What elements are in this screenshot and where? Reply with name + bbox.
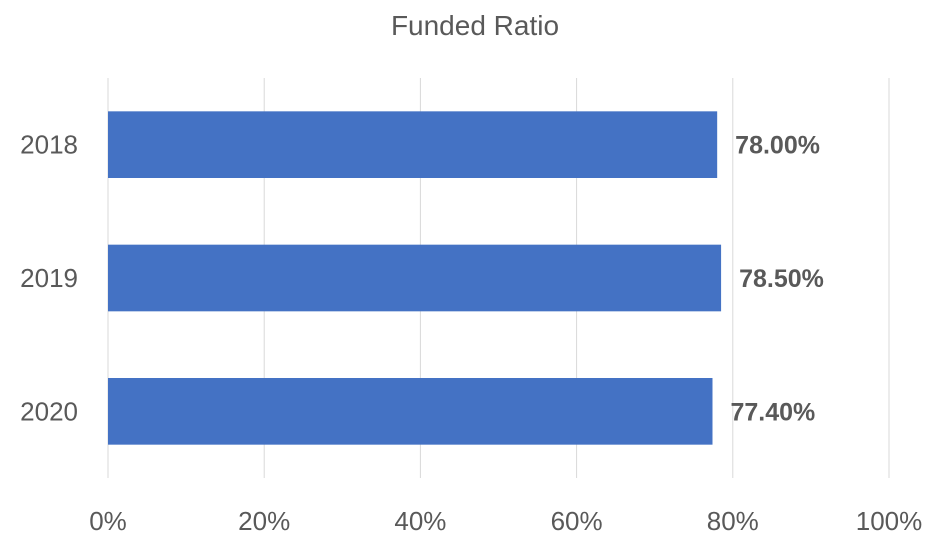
category-label: 2020 — [20, 396, 78, 426]
chart-title: Funded Ratio — [391, 10, 559, 41]
bar-2018 — [108, 111, 718, 178]
category-label: 2019 — [20, 263, 78, 293]
data-label-2019: 78.50% — [739, 265, 824, 293]
data-label-2018: 78.00% — [735, 132, 820, 160]
x-tick-label: 60% — [551, 506, 603, 536]
x-tick-label: 0% — [89, 506, 127, 536]
bar-2020 — [108, 378, 713, 445]
data-label-2020: 77.40% — [730, 398, 815, 426]
category-label: 2018 — [20, 130, 78, 160]
x-tick-label: 80% — [707, 506, 759, 536]
x-tick-label: 40% — [394, 506, 446, 536]
bars — [108, 111, 722, 445]
bar-2019 — [108, 244, 722, 312]
x-tick-labels: 0% 20% 40% 60% 80% 100% — [89, 506, 922, 536]
data-labels: 78.00% 78.50% 77.40% — [730, 132, 823, 427]
category-labels: 2018 2019 2020 — [20, 130, 78, 427]
x-tick-label: 100% — [856, 506, 923, 536]
x-tick-label: 20% — [238, 506, 290, 536]
